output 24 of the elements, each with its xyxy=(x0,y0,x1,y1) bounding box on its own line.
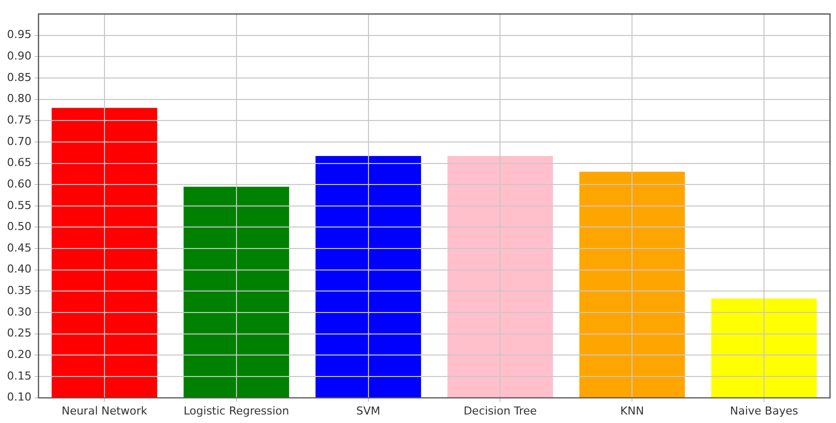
x-tick-label: KNN xyxy=(620,404,644,418)
y-tick-label: 0.10 xyxy=(6,390,32,404)
x-tick-label: SVM xyxy=(356,404,380,418)
y-tick-label: 0.80 xyxy=(6,92,32,106)
y-tick-label: 0.35 xyxy=(6,284,32,298)
y-tick-label: 0.95 xyxy=(6,28,32,42)
y-tick-label: 0.30 xyxy=(6,305,32,318)
y-tick-label: 0.65 xyxy=(6,156,32,170)
y-tick-label: 0.55 xyxy=(6,198,32,212)
x-tick-label: Naive Bayes xyxy=(730,404,798,418)
x-tick-label: Neural Network xyxy=(62,404,148,418)
y-tick-label: 0.40 xyxy=(6,262,32,276)
y-tick-label: 0.85 xyxy=(6,70,32,84)
x-tick-label: Decision Tree xyxy=(464,404,538,418)
y-tick-label: 0.20 xyxy=(6,348,32,362)
y-tick-label: 0.60 xyxy=(6,177,32,190)
y-tick-label: 0.75 xyxy=(6,113,32,126)
x-tick-label: Logistic Regression xyxy=(184,404,290,418)
y-tick-label: 0.70 xyxy=(6,134,32,148)
y-tick-label: 0.15 xyxy=(6,369,32,382)
y-tick-label: 0.45 xyxy=(6,241,32,254)
y-tick-label: 0.25 xyxy=(6,326,32,340)
y-tick-label: 0.50 xyxy=(6,220,32,234)
y-tick-label: 0.90 xyxy=(6,50,32,63)
